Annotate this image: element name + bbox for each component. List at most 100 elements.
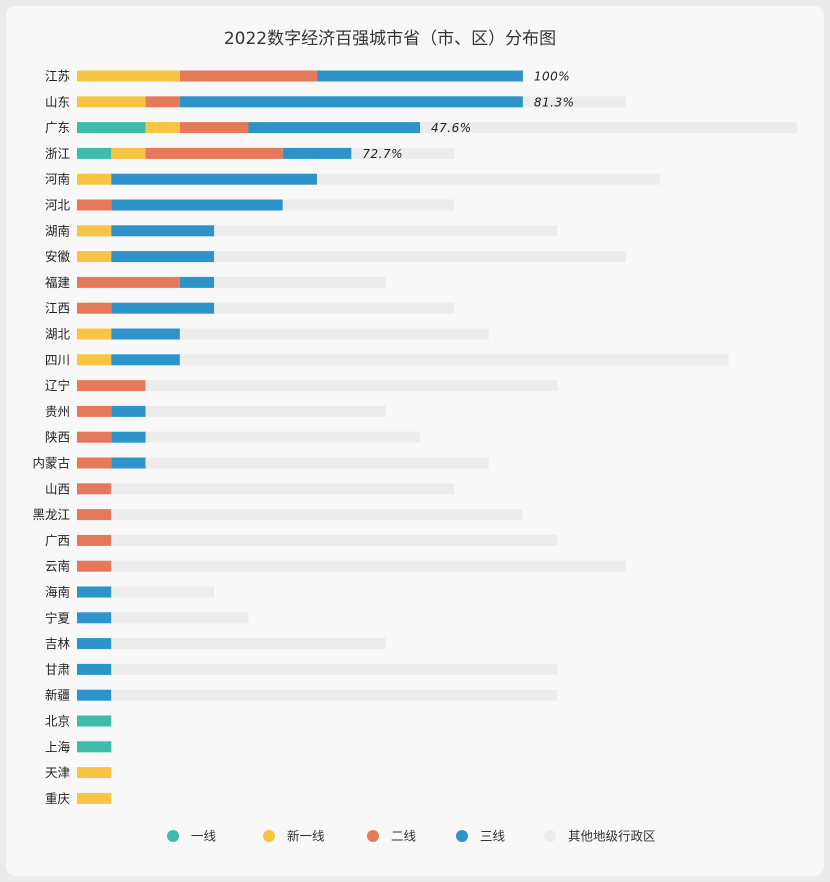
bar-segment xyxy=(77,741,112,753)
legend-swatch xyxy=(544,830,556,842)
legend-swatch xyxy=(367,830,379,842)
category-label: 贵州 xyxy=(45,404,70,419)
category-label: 新疆 xyxy=(45,688,70,703)
bar-segment xyxy=(145,405,386,417)
bar-segment xyxy=(111,612,249,624)
bar-segment xyxy=(179,70,318,82)
category-label: 上海 xyxy=(45,739,71,754)
bar-segment xyxy=(77,225,112,237)
category-label: 宁夏 xyxy=(45,610,71,625)
bar-segment xyxy=(77,173,112,185)
legend-swatch xyxy=(263,830,275,842)
bar-segment xyxy=(111,586,215,598)
bar-segment xyxy=(111,689,558,701)
bar-segment xyxy=(77,586,112,598)
bar-segment xyxy=(77,431,112,443)
bar-segment xyxy=(77,276,180,288)
bar-segment xyxy=(111,534,558,546)
chart-title: 2022数字经济百强城市省（市、区）分布图 xyxy=(224,29,556,49)
bar-segment xyxy=(145,380,558,392)
bar-segment xyxy=(282,199,455,211)
bar-segment xyxy=(111,225,215,237)
bar-segment xyxy=(77,792,112,804)
bar-segment xyxy=(77,509,112,521)
category-label: 江西 xyxy=(45,301,70,316)
bar-segment xyxy=(111,560,626,572)
category-label: 浙江 xyxy=(45,146,70,161)
bar-segment xyxy=(77,457,112,469)
bar-segment xyxy=(77,483,112,495)
category-label: 甘肃 xyxy=(45,662,70,677)
legend: 一线 新一线 二线 三线 其他地级行政区 xyxy=(167,829,656,844)
legend-label: 二线 xyxy=(391,829,417,844)
bar-segment xyxy=(111,483,455,495)
bar-segment xyxy=(77,251,112,263)
category-label: 黑龙江 xyxy=(32,507,70,522)
category-label: 安徽 xyxy=(45,249,71,264)
category-label: 四川 xyxy=(45,352,70,367)
category-label: 海南 xyxy=(45,585,70,600)
bar-segment xyxy=(77,199,112,211)
bar-segment xyxy=(179,122,249,134)
bar-segment xyxy=(111,354,180,366)
legend-swatch xyxy=(456,830,468,842)
legend-label: 其他地级行政区 xyxy=(568,829,656,844)
category-label: 湖南 xyxy=(45,223,70,238)
data-label: 47.6% xyxy=(431,121,472,135)
bar-segment xyxy=(145,96,180,108)
bar-segment xyxy=(111,405,146,417)
bar-segment xyxy=(77,638,112,650)
legend-label: 一线 xyxy=(191,829,217,844)
bar-segment xyxy=(282,147,352,159)
category-label: 天津 xyxy=(45,765,70,780)
category-label: 辽宁 xyxy=(45,378,70,393)
bar-segment xyxy=(77,70,180,82)
category-label: 内蒙古 xyxy=(32,456,70,471)
bar-segment xyxy=(77,663,112,675)
bar-segment xyxy=(77,767,112,779)
bar-segment xyxy=(111,251,215,263)
bar-segment xyxy=(111,663,558,675)
legend-swatch xyxy=(167,830,179,842)
bar-segment xyxy=(77,96,146,108)
bar-segment xyxy=(77,302,112,314)
bar-segment xyxy=(145,147,283,159)
bar-segment xyxy=(351,147,455,159)
category-label: 河北 xyxy=(45,198,71,213)
category-label: 吉林 xyxy=(45,636,71,651)
category-label: 云南 xyxy=(45,559,70,574)
category-label: 山西 xyxy=(45,481,70,496)
legend-label: 三线 xyxy=(480,829,506,844)
bar-segment xyxy=(145,431,420,443)
bar-segment xyxy=(77,534,112,546)
bars-group: 江苏 100% 山东 81.3% 广东 47.6% 浙江 72.7% 河南河北湖南安徽福建江西湖… xyxy=(32,69,798,806)
bar-segment xyxy=(77,560,112,572)
data-label: 72.7% xyxy=(362,147,403,161)
category-label: 北京 xyxy=(45,714,70,729)
bar-segment xyxy=(77,689,112,701)
bar-segment xyxy=(179,276,215,288)
bar-segment xyxy=(77,122,146,134)
bar-segment xyxy=(111,328,180,340)
bar-segment xyxy=(77,328,112,340)
bar-segment xyxy=(317,70,523,82)
bar-segment xyxy=(111,457,146,469)
bar-segment xyxy=(214,251,626,263)
category-label: 湖北 xyxy=(45,327,71,342)
bar-segment xyxy=(111,302,215,314)
category-label: 江苏 xyxy=(45,69,70,84)
bar-segment xyxy=(214,225,558,237)
category-label: 广西 xyxy=(45,533,70,548)
data-label: 81.3% xyxy=(534,95,575,109)
data-label: 100% xyxy=(534,70,570,84)
bar-segment xyxy=(179,354,729,366)
bar-segment xyxy=(77,147,112,159)
category-label: 山东 xyxy=(45,94,70,109)
bar-segment xyxy=(111,199,283,211)
bar-segment xyxy=(248,122,420,134)
bar-segment xyxy=(317,173,661,185)
bar-segment xyxy=(77,715,112,727)
bar-segment xyxy=(179,96,523,108)
bar-segment xyxy=(111,147,146,159)
